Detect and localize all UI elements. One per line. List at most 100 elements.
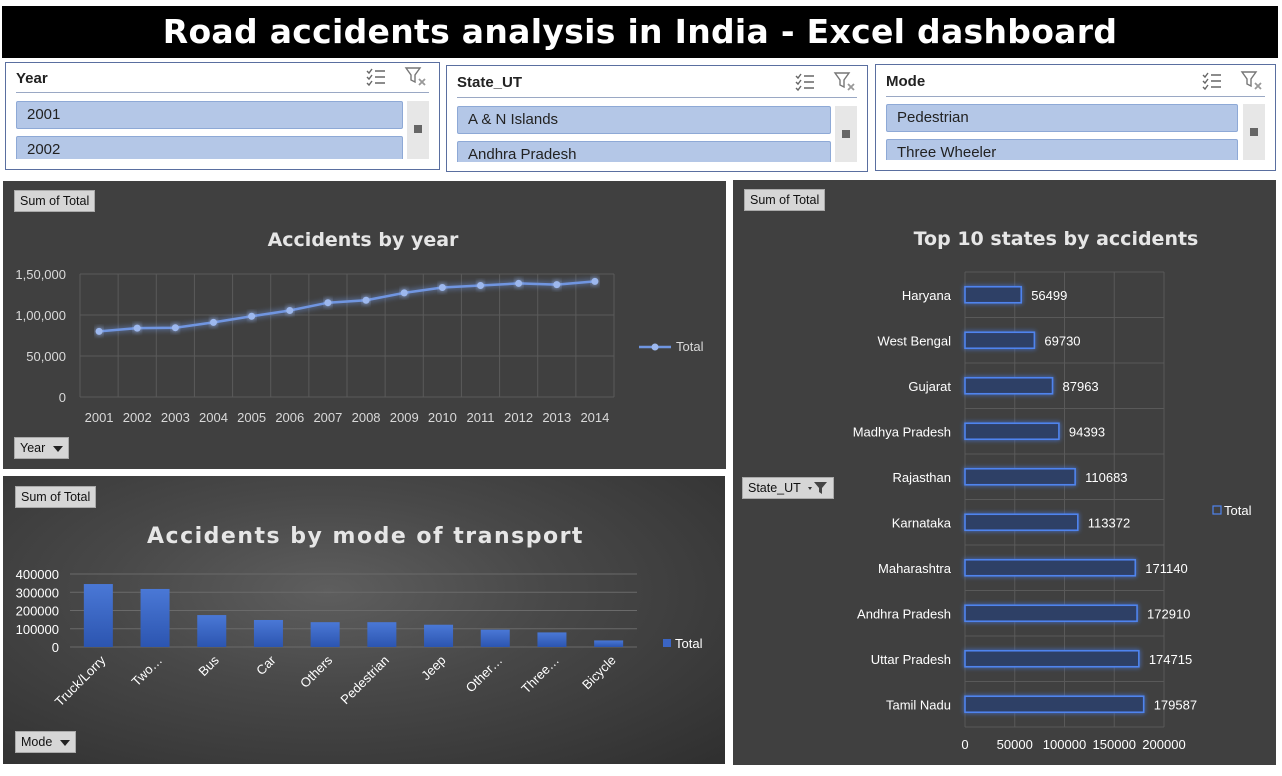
legend-marker-total: [651, 343, 659, 351]
mode-value-field-button[interactable]: Sum of Total: [15, 486, 97, 508]
bar-other-: [480, 629, 510, 647]
state-slicer-title: State_UT: [457, 74, 523, 91]
bar-tamil-nadu: [964, 695, 1145, 714]
category-label-tamil-nadu: Tamil Nadu: [886, 697, 951, 712]
data-label-gujarat: 87963: [1063, 379, 1099, 394]
data-point: [553, 281, 561, 289]
category-label-maharashtra: Maharashtra: [878, 561, 952, 576]
data-label-karnataka: 113372: [1088, 515, 1130, 530]
y-tick-label: 0: [52, 640, 59, 655]
multi-select-icon[interactable]: [793, 70, 817, 94]
legend-label-total: Total: [676, 339, 704, 354]
data-label-haryana: 56499: [1031, 288, 1067, 303]
bar-two-: [140, 588, 170, 647]
bar-gujarat: [964, 376, 1054, 395]
x-tick-label: 150000: [1093, 737, 1136, 752]
slicer-item-pedestrian[interactable]: Pedestrian: [886, 104, 1238, 132]
legend-label-total: Total: [675, 636, 703, 651]
x-tick-label: 2005: [237, 410, 266, 425]
data-label-madhya-pradesh: 94393: [1069, 424, 1105, 439]
category-label-haryana: Haryana: [902, 288, 952, 303]
data-point: [515, 279, 523, 287]
y-tick-label: 50,000: [26, 349, 66, 364]
bar-rajasthan: [964, 467, 1076, 486]
x-tick-label: 2001: [85, 410, 114, 425]
x-tick-label: Two…: [129, 653, 166, 690]
year-value-field-button[interactable]: Sum of Total: [14, 190, 96, 212]
multi-select-icon[interactable]: [364, 65, 388, 89]
x-tick-label: 2012: [504, 410, 533, 425]
x-tick-label: Car: [253, 652, 279, 678]
data-label-west-bengal: 69730: [1044, 333, 1080, 348]
x-tick-label: 2009: [390, 410, 419, 425]
x-tick-label: 2008: [352, 410, 381, 425]
clear-filter-icon[interactable]: [404, 65, 428, 89]
x-tick-label: 2003: [161, 410, 190, 425]
data-point: [171, 324, 179, 332]
data-label-tamil-nadu: 179587: [1154, 697, 1197, 712]
data-point: [95, 327, 103, 335]
x-tick-label: 2013: [542, 410, 571, 425]
data-label-andhra-pradesh: 172910: [1147, 606, 1190, 621]
year-slicer-header: Year: [16, 63, 429, 93]
y-tick-label: 1,00,000: [15, 308, 66, 323]
category-label-uttar-pradesh: Uttar Pradesh: [871, 652, 951, 667]
bar-pedestrian: [367, 622, 397, 647]
x-tick-label: Bus: [195, 652, 222, 679]
data-label-rajasthan: 110683: [1085, 470, 1127, 485]
x-tick-label: 100000: [1043, 737, 1086, 752]
clear-filter-icon[interactable]: [833, 70, 857, 94]
bar-bus: [197, 615, 227, 647]
state-slicer-list: A & N Islands Andhra Pradesh: [457, 106, 831, 162]
bar-uttar-pradesh: [964, 649, 1140, 668]
states-value-field-button[interactable]: Sum of Total: [744, 189, 826, 211]
x-tick-label: 2010: [428, 410, 457, 425]
year-slicer-scrollbar[interactable]: [407, 101, 429, 159]
slicer-item-2001[interactable]: 2001: [16, 101, 403, 129]
category-label-madhya-pradesh: Madhya Pradesh: [853, 424, 951, 439]
clear-filter-icon[interactable]: [1240, 69, 1264, 93]
bar-maharashtra: [964, 558, 1137, 577]
bar-west-bengal: [964, 331, 1036, 350]
year-chart-panel: Sum of Total Accidents by year 0 50,000 1,…: [3, 181, 726, 469]
states-chart-title: Top 10 states by accidents: [913, 228, 1199, 250]
filter-icon: [808, 481, 828, 494]
mode-slicer-scrollbar[interactable]: [1243, 104, 1265, 160]
year-axis-field-button[interactable]: Year: [14, 437, 70, 459]
x-tick-label: Bicycle: [579, 653, 619, 693]
bar-three-: [537, 632, 567, 647]
mode-slicer-title: Mode: [886, 73, 926, 90]
state-slicer: State_UT A & N Islands Andhra Pradesh: [446, 65, 868, 172]
y-tick-label: 0: [59, 390, 66, 405]
category-label-rajasthan: Rajasthan: [892, 470, 951, 485]
category-label-gujarat: Gujarat: [908, 379, 951, 394]
slicer-item-three-wheeler[interactable]: Three Wheeler: [886, 139, 1238, 160]
mode-chart-title: Accidents by mode of transport: [147, 524, 584, 549]
mode-slicer-header: Mode: [886, 65, 1265, 97]
mode-chart-panel: Sum of Total Accidents by mode of transp…: [3, 476, 725, 764]
data-point: [400, 289, 408, 297]
x-tick-label: 2002: [123, 410, 152, 425]
mode-slicer: Mode Pedestrian Three Wheeler: [875, 64, 1276, 171]
legend-swatch-total: [1212, 505, 1222, 515]
category-label-andhra-pradesh: Andhra Pradesh: [857, 606, 951, 621]
data-point: [133, 324, 141, 332]
slicer-item-an-islands[interactable]: A & N Islands: [457, 106, 831, 134]
slicer-item-andhra-pradesh[interactable]: Andhra Pradesh: [457, 141, 831, 162]
states-axis-field-button[interactable]: State_UT: [742, 477, 835, 499]
x-tick-label: 200000: [1142, 737, 1185, 752]
series-line-total: [98, 280, 596, 333]
y-tick-label: 200000: [16, 604, 59, 619]
y-tick-label: 400000: [16, 567, 59, 582]
y-tick-label: 1,50,000: [15, 267, 66, 282]
slicer-item-2002[interactable]: 2002: [16, 136, 403, 159]
x-tick-label: 2006: [275, 410, 304, 425]
year-slicer-list: 2001 2002: [16, 101, 403, 159]
bar-andhra-pradesh: [964, 604, 1138, 623]
multi-select-icon[interactable]: [1200, 69, 1224, 93]
mode-axis-field-button[interactable]: Mode: [15, 731, 77, 753]
x-tick-label: Jeep: [418, 653, 449, 684]
state-slicer-scrollbar[interactable]: [835, 106, 857, 162]
year-line-chart: 0 50,000 1,00,000 1,50,000 2001 2002 2003 2004 2…: [15, 267, 704, 425]
